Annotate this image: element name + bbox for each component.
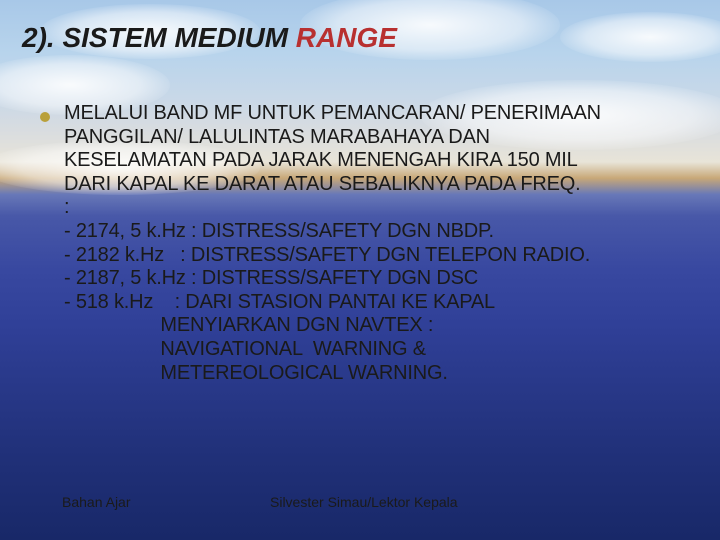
body-line: PANGGILAN/ LALULINTAS MARABAHAYA DAN: [64, 126, 694, 150]
footer-left: Bahan Ajar: [62, 494, 131, 510]
body-line: MELALUI BAND MF UNTUK PEMANCARAN/ PENERI…: [64, 102, 694, 126]
body-line: - 2187, 5 k.Hz : DISTRESS/SAFETY DGN DSC: [64, 267, 694, 291]
body-text: MELALUI BAND MF UNTUK PEMANCARAN/ PENERI…: [64, 102, 694, 385]
body-line: :: [64, 196, 694, 220]
title-prefix: 2). SISTEM MEDIUM: [22, 22, 296, 53]
body-line: METEREOLOGICAL WARNING.: [64, 362, 694, 386]
footer-center: Silvester Simau/Lektor Kepala: [270, 494, 458, 510]
body-line: - 518 k.Hz : DARI STASION PANTAI KE KAPA…: [64, 291, 694, 315]
body-line: NAVIGATIONAL WARNING &: [64, 338, 694, 362]
cloud-decor: [560, 12, 720, 62]
body-line: KESELAMATAN PADA JARAK MENENGAH KIRA 150…: [64, 149, 694, 173]
bullet-icon: [40, 112, 50, 122]
slide: 2). SISTEM MEDIUM RANGE MELALUI BAND MF …: [0, 0, 720, 540]
body-line: MENYIARKAN DGN NAVTEX :: [64, 314, 694, 338]
body-line: DARI KAPAL KE DARAT ATAU SEBALIKNYA PADA…: [64, 173, 694, 197]
title-highlight: RANGE: [296, 22, 397, 53]
body-line: - 2182 k.Hz : DISTRESS/SAFETY DGN TELEPO…: [64, 244, 694, 268]
slide-title: 2). SISTEM MEDIUM RANGE: [22, 22, 397, 54]
body-line: - 2174, 5 k.Hz : DISTRESS/SAFETY DGN NBD…: [64, 220, 694, 244]
